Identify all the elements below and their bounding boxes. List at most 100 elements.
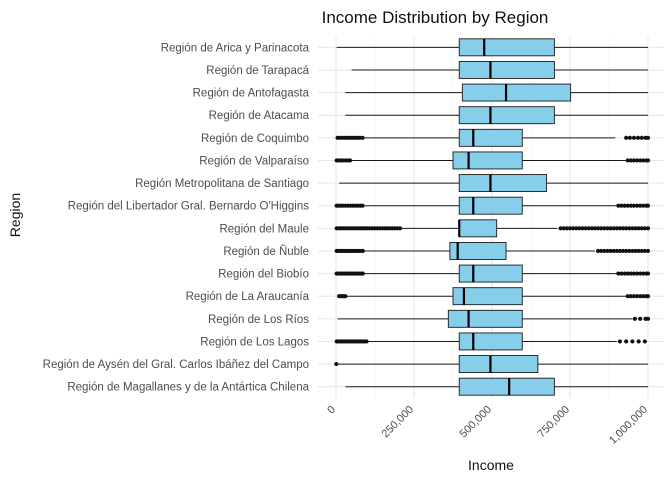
outlier-point xyxy=(628,271,633,276)
x-axis-title: Income xyxy=(468,457,514,473)
iqr-box xyxy=(447,309,523,328)
outlier-point xyxy=(595,226,601,231)
iqr-box xyxy=(458,219,498,238)
outlier-point xyxy=(614,248,619,254)
y-tick-labels: Región de Arica y Parinacota Región de Ta… xyxy=(43,42,310,393)
x-tick-label: 500,000 xyxy=(458,404,495,441)
outlier-point xyxy=(631,158,637,163)
outlier-point xyxy=(602,226,607,231)
iqr-box xyxy=(458,128,523,147)
outlier-point xyxy=(360,135,365,140)
y-tick-label: Región Metropolitana de Santiago xyxy=(135,178,309,190)
outlier-point xyxy=(625,294,630,299)
outlier-point xyxy=(638,271,643,276)
outlier-point xyxy=(624,339,629,344)
box-6 xyxy=(339,174,648,193)
box-12 xyxy=(337,309,651,328)
y-tick-label: Región de Arica y Parinacota xyxy=(161,42,310,54)
outlier-point xyxy=(636,226,641,231)
outlier-point xyxy=(630,226,635,231)
y-tick-label: Región de Antofagasta xyxy=(193,88,310,100)
iqr-box xyxy=(458,106,555,125)
iqr-box xyxy=(458,332,523,351)
iqr-box xyxy=(449,241,507,260)
box-8 xyxy=(334,219,651,238)
box-series xyxy=(334,38,651,396)
outlier-point xyxy=(599,248,604,254)
outlier-point xyxy=(636,248,641,254)
x-tick-label: 250,000 xyxy=(380,404,417,441)
box-0 xyxy=(336,38,648,57)
iqr-box xyxy=(461,83,572,102)
outlier-point xyxy=(617,226,623,231)
iqr-box xyxy=(458,377,555,396)
box-14 xyxy=(334,355,648,374)
box-3 xyxy=(345,106,648,125)
box-1 xyxy=(351,60,648,79)
y-tick-label: Región del Biobío xyxy=(218,269,309,281)
outlier-point xyxy=(608,226,613,231)
outlier-point xyxy=(611,226,616,231)
y-tick-label: Región de Coquimbo xyxy=(201,133,309,145)
box-9 xyxy=(334,241,651,260)
outlier-point xyxy=(641,158,646,163)
outlier-point xyxy=(624,135,629,140)
outlier-point xyxy=(595,248,601,254)
box-5 xyxy=(334,151,651,170)
iqr-box xyxy=(452,151,523,170)
y-tick-label: Región de Tarapacá xyxy=(206,65,309,77)
x-tick-labels: 0 250,000 500,000 750,000 1,000,000 xyxy=(325,404,650,447)
outlier-point xyxy=(639,135,644,140)
outlier-point xyxy=(589,226,594,231)
y-tick-label: Región de Magallanes y de la Antártica C… xyxy=(67,382,309,394)
outlier-point xyxy=(624,226,629,231)
outlier-point xyxy=(630,339,635,344)
outlier-point xyxy=(625,271,630,276)
y-tick-label: Región de Los Ríos xyxy=(208,314,309,326)
outlier-point xyxy=(620,226,626,231)
box-13 xyxy=(334,332,647,351)
y-axis-title: Region xyxy=(7,193,23,237)
outlier-point xyxy=(616,271,621,276)
outlier-point xyxy=(605,248,610,254)
iqr-box xyxy=(458,174,548,193)
outlier-point xyxy=(580,226,585,231)
iqr-box xyxy=(458,38,555,57)
x-tick-label: 1,000,000 xyxy=(607,404,650,447)
y-tick-label: Región de La Araucanía xyxy=(186,291,310,303)
box-2 xyxy=(345,83,648,102)
outlier-point xyxy=(631,135,637,140)
iqr-box xyxy=(458,60,555,79)
outlier-point xyxy=(620,248,626,254)
outlier-point xyxy=(614,226,619,231)
outlier-point xyxy=(616,203,621,208)
outlier-point xyxy=(619,271,624,276)
outlier-point xyxy=(631,294,637,299)
outlier-point xyxy=(638,203,643,208)
outlier-point xyxy=(645,226,651,231)
outlier-point xyxy=(645,316,651,321)
outlier-point xyxy=(564,226,569,231)
y-tick-label: Región de Valparaíso xyxy=(199,155,309,167)
outlier-point xyxy=(634,294,640,299)
box-10 xyxy=(334,264,651,283)
outlier-point xyxy=(625,158,630,163)
outlier-point xyxy=(397,226,403,231)
outlier-point xyxy=(645,294,651,299)
outlier-point xyxy=(571,226,576,231)
outlier-point xyxy=(628,294,633,299)
iqr-box xyxy=(458,355,539,374)
outlier-point xyxy=(642,248,647,254)
outlier-point xyxy=(635,135,641,140)
outlier-point xyxy=(642,226,647,231)
outlier-point xyxy=(334,361,339,367)
outlier-point xyxy=(611,248,616,254)
outlier-point xyxy=(360,248,365,254)
outlier-point xyxy=(360,271,365,276)
box-4 xyxy=(335,128,651,147)
outlier-point xyxy=(639,248,644,254)
outlier-point xyxy=(645,135,651,140)
x-tick-label: 750,000 xyxy=(536,404,573,441)
